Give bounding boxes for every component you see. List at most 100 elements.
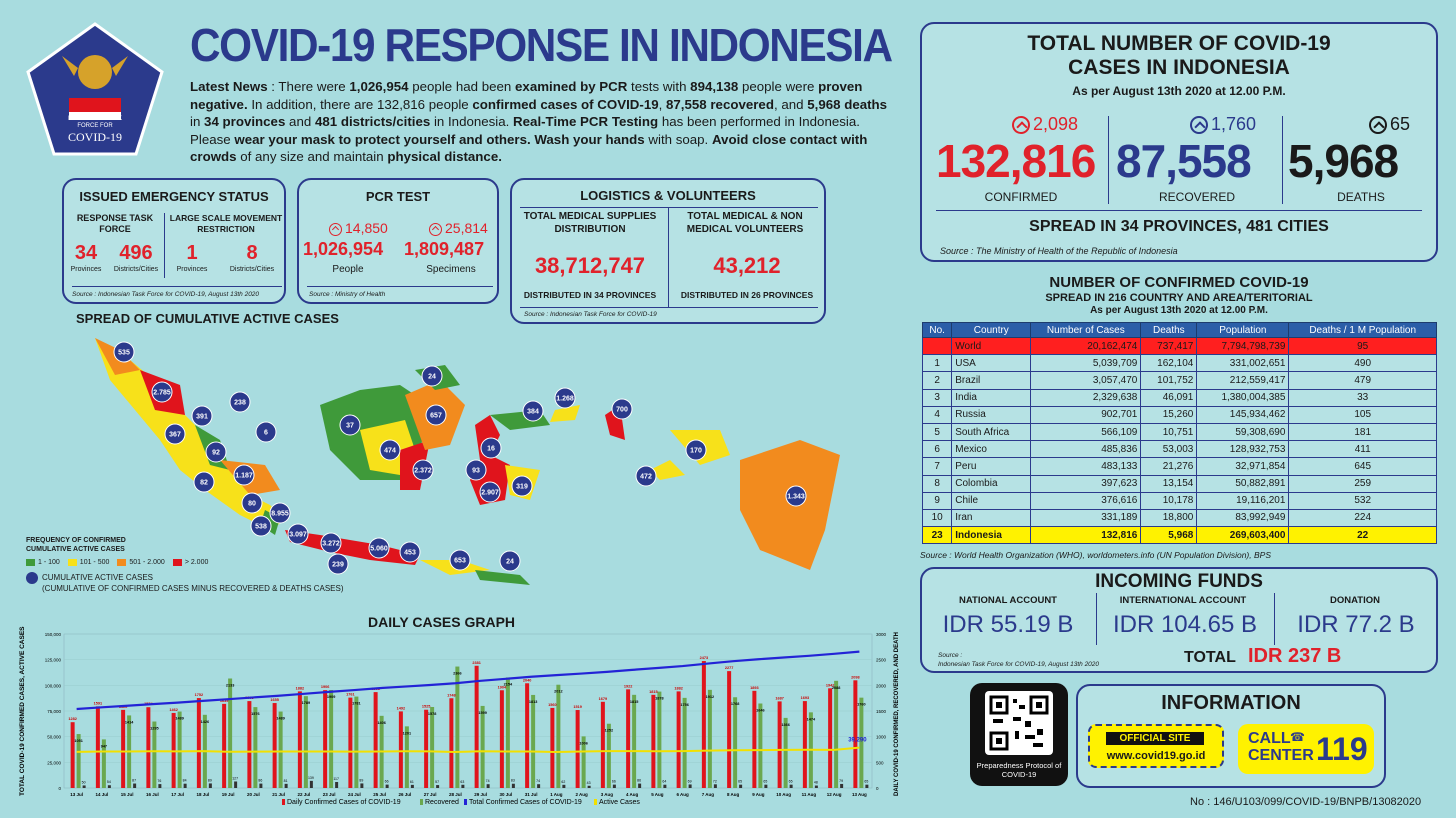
data-label-recovered: 2366 [453,672,461,676]
bar-confirmed [600,701,605,788]
bar-confirmed [727,671,732,788]
data-label-confirmed: 1282 [68,717,76,721]
x-tick-label: 15 Jul [121,792,134,797]
data-label-deaths: 127 [232,776,238,780]
table-cell: 18,800 [1140,508,1198,528]
bar-confirmed [474,665,479,788]
y-tick-right: 2000 [876,683,887,688]
data-label-confirmed: 1882 [674,686,682,690]
table-cell: 3 [921,388,953,407]
x-tick-label: 19 Jul [222,792,235,797]
bar-deaths [183,783,187,788]
map-marker: 5.060 [368,537,390,559]
svg-text:474: 474 [384,448,396,455]
data-label-confirmed: 1655 [270,698,278,702]
bar-deaths [638,783,642,788]
donation-amount: IDR 77.2 B [1297,611,1415,638]
latest-news: Latest News : There were 1,026,954 peopl… [190,78,890,166]
bar-recovered [733,697,738,788]
data-label-confirmed: 1906 [321,685,329,689]
table-cell: Brazil [951,371,1032,390]
legend-item: 501 - 2.000 [117,558,165,566]
arrow-up-icon [329,222,342,236]
qr-card[interactable]: Preparedness Protocol of COVID-19 [970,683,1068,786]
arrow-up-icon [1190,116,1208,135]
source-text: Source : World Health Organization (WHO)… [920,550,1271,560]
table-cell: 2 [921,371,953,390]
table-cell: 737,417 [1140,336,1198,356]
label: Specimens [426,264,476,275]
table-row: 23 Indonesia 132,816 5,968 269,603,400 22 [921,526,1437,545]
svg-text:24: 24 [506,559,514,566]
map-marker: 1.343 [785,485,807,507]
data-label-recovered: 1815 [630,700,638,704]
data-label-recovered: 1813 [529,700,537,704]
map-marker: 24 [499,550,521,572]
deaths-increase: 65 [1369,114,1410,135]
table-cell: 23 [921,526,953,545]
table-row: 9 Chile 376,616 10,178 19,116,201 532 [921,491,1437,510]
map-marker: 384 [522,400,544,422]
map-marker: 472 [635,465,657,487]
svg-text:1.268: 1.268 [556,396,574,403]
bar-confirmed [95,706,100,788]
y-tick-left: 0 [58,786,61,791]
data-label-confirmed: 1815 [649,690,657,694]
bar-deaths [840,783,844,788]
x-tick-label: 12 Aug [827,792,842,797]
bar-recovered [505,677,510,788]
map-marker: 24 [421,365,443,387]
map-marker: 1.268 [554,387,576,409]
national-amount: IDR 55.19 B [942,611,1074,638]
x-tick-label: 2 Aug [575,792,588,797]
news-segment: In addition, there are 132,816 people [247,96,473,112]
call-center-button[interactable]: CALL CENTER ☎ 119 [1238,724,1374,774]
label: Districts/Cities [229,266,275,273]
news-segment: 87,558 recovered [666,96,774,112]
table-cell: 10,751 [1140,422,1198,442]
svg-text:1.187: 1.187 [235,473,253,480]
bar-deaths [486,784,490,788]
x-tick-label: 13 Jul [70,792,83,797]
x-tick-label: 27 Jul [424,792,437,797]
svg-text:453: 453 [404,550,416,557]
volunteers-heading: TOTAL MEDICAL & NON MEDICAL VOLUNTEERS [686,211,804,235]
data-label-deaths: 76 [157,779,161,783]
svg-text:2.785: 2.785 [153,390,171,397]
table-cell: 21,276 [1140,457,1198,476]
world-table: No. Country Number of Cases Deaths Populatio… [921,322,1437,545]
data-label-deaths: 62 [561,780,565,784]
table-cell [921,336,953,356]
table-cell: 10,178 [1140,491,1198,510]
bar-deaths [587,785,591,788]
data-label-confirmed: 2473 [700,656,708,660]
data-label-confirmed: 1904 [498,685,507,689]
bar-recovered [783,717,788,788]
map-marker: 3.272 [320,532,342,554]
data-label-recovered: 1781 [352,702,360,706]
svg-text:391: 391 [196,414,208,421]
map-marker: 8.955 [269,502,291,524]
data-label-deaths: 64 [662,780,666,784]
legend-item: 101 - 500 [67,558,109,566]
data-label-deaths: 66 [612,780,616,784]
official-site-link[interactable]: OFFICIAL SITE www.covid19.go.id [1088,724,1224,768]
data-label-deaths: 43 [587,781,591,785]
bar-deaths [789,784,793,788]
table-cell: 5 [921,422,953,442]
map-marker: 170 [685,439,707,461]
news-segment: 34 provinces [204,114,286,129]
data-label-confirmed: 1922 [624,684,632,688]
table-cell: South Africa [951,422,1032,442]
svg-text:93: 93 [472,468,480,475]
map-marker: 238 [229,391,251,413]
info-title: INFORMATION [1161,692,1301,714]
bar-confirmed [323,690,328,788]
table-cell: 19,116,201 [1196,491,1290,510]
bar-recovered [834,680,839,788]
bar-recovered [76,734,81,788]
table-cell: 5,968 [1140,526,1198,545]
information-panel: INFORMATION OFFICIAL SITE www.covid19.go… [1076,684,1386,788]
psbb-districts: 8 [246,242,258,264]
table-cell: 411 [1288,440,1437,459]
